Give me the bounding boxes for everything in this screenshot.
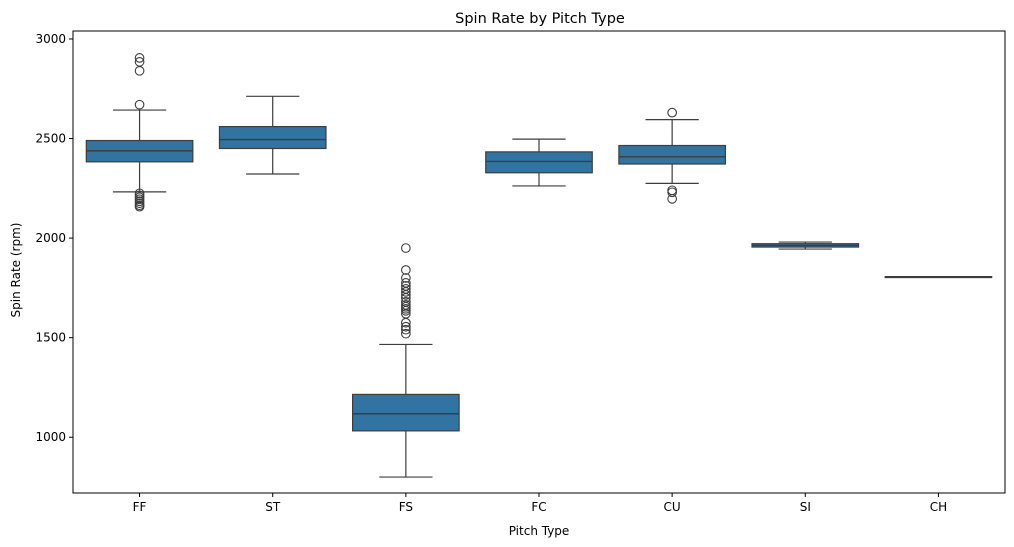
outlier-ff-2 — [134, 65, 145, 76]
x-tick-label-FF: FF — [133, 500, 147, 514]
outlier-fs-7 — [401, 290, 411, 300]
y-tick-label-3000: 3000 — [35, 32, 66, 46]
plot-area: 1000 1500 2000 2500 3000 FF ST FS FC CU SI CH — [35, 30, 1006, 514]
plot-frame — [72, 30, 1006, 494]
y-tick-label-2500: 2500 — [35, 132, 66, 146]
y-tick-label-1500: 1500 — [35, 331, 66, 345]
outlier-fs-0 — [401, 243, 411, 253]
x-axis-label: Pitch Type — [509, 524, 570, 538]
outlier-ff-0 — [134, 53, 145, 63]
outlier-fs-13 — [401, 305, 411, 316]
outlier-fs-15 — [401, 317, 411, 328]
outlier-ff-11 — [134, 201, 145, 212]
y-tick-label-2000: 2000 — [35, 231, 66, 245]
outlier-fs-17 — [401, 324, 411, 335]
outlier-ff-3 — [134, 99, 145, 110]
outlier-cu-2 — [667, 187, 677, 198]
outlier-fs-18 — [401, 328, 411, 339]
outlier-fs-1 — [401, 265, 411, 275]
box-fs — [352, 393, 460, 432]
chart-title: Spin Rate by Pitch Type — [455, 11, 625, 27]
outlier-cu-1 — [667, 185, 677, 196]
x-tick-label-SI: SI — [800, 500, 811, 514]
y-tick-label-1000: 1000 — [35, 430, 66, 444]
outlier-fs-16 — [401, 321, 411, 332]
outlier-fs-6 — [401, 287, 411, 297]
outlier-cu-0 — [667, 107, 677, 118]
box-cu — [618, 144, 727, 165]
x-tick-label-CH: CH — [930, 500, 947, 514]
outlier-fs-2 — [401, 273, 411, 283]
x-tick-label-FS: FS — [399, 500, 413, 514]
outlier-cu-3 — [667, 194, 677, 204]
x-tick-label-ST: ST — [265, 500, 281, 514]
box-fc — [485, 151, 593, 174]
y-axis-label: Spin Rate (rpm) — [9, 223, 23, 318]
box-st — [218, 125, 327, 150]
x-tick-label-CU: CU — [664, 500, 681, 514]
x-tick-label-FC: FC — [531, 500, 546, 514]
